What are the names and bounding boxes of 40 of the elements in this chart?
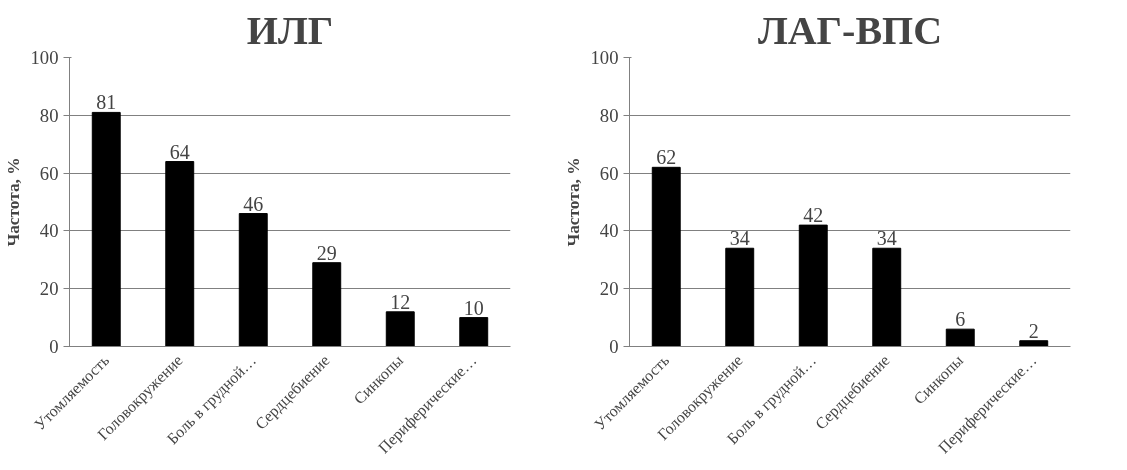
y-tick-label: 60	[39, 162, 59, 184]
data-label: 42	[803, 204, 824, 227]
y-tick-label: 80	[599, 104, 619, 126]
y-tick-label: 20	[599, 278, 619, 300]
y-tick-label: 60	[599, 162, 619, 184]
data-label: 34	[876, 227, 897, 250]
y-tick-label: 0	[609, 336, 619, 357]
data-label: 46	[243, 192, 264, 215]
data-label: 64	[169, 140, 190, 163]
y-tick-label: 100	[30, 47, 59, 68]
chart-title: ЛАГ-ВПС	[757, 7, 943, 53]
bar	[872, 247, 902, 347]
bar	[1019, 340, 1049, 347]
data-label: 10	[463, 296, 484, 319]
y-tick-label: 40	[599, 220, 619, 242]
bar	[165, 161, 195, 347]
y-tick-label: 80	[39, 104, 59, 126]
bar	[385, 311, 415, 347]
bar	[238, 213, 268, 347]
data-label: 2	[1028, 319, 1039, 342]
bar	[459, 317, 489, 347]
bar	[91, 111, 121, 347]
y-tick-label: 40	[39, 220, 59, 242]
y-tick-label: 20	[39, 278, 59, 300]
data-label: 12	[390, 290, 411, 313]
bar	[945, 328, 975, 347]
bar	[312, 262, 342, 347]
y-tick-label: 100	[590, 47, 619, 68]
y-tick-label: 0	[49, 336, 59, 357]
bar	[725, 247, 755, 347]
data-label: 62	[656, 146, 677, 169]
chart-title: ИЛГ	[246, 7, 334, 53]
data-label: 29	[316, 241, 337, 264]
y-axis-title: Частота, %	[3, 157, 23, 247]
data-label: 6	[955, 308, 966, 331]
bar	[798, 224, 828, 347]
data-label: 34	[729, 227, 750, 250]
y-axis-title: Частота, %	[563, 157, 583, 247]
data-label: 81	[96, 91, 117, 114]
bar	[651, 166, 681, 347]
